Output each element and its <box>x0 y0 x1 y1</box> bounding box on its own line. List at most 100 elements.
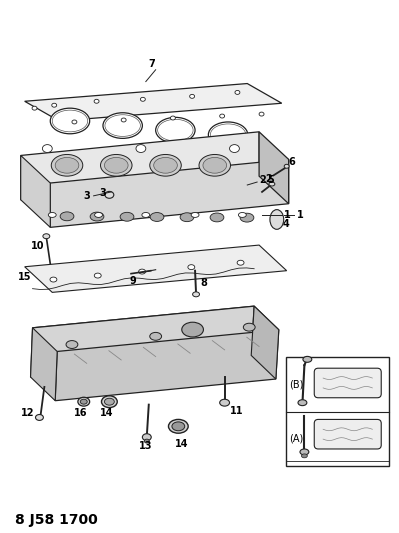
Ellipse shape <box>300 449 309 455</box>
Polygon shape <box>50 159 288 228</box>
Text: 9: 9 <box>129 276 136 286</box>
Ellipse shape <box>32 106 37 110</box>
Ellipse shape <box>42 144 52 152</box>
Ellipse shape <box>136 144 146 152</box>
Ellipse shape <box>52 103 57 107</box>
Ellipse shape <box>101 155 132 176</box>
Ellipse shape <box>94 273 101 278</box>
Ellipse shape <box>60 212 74 221</box>
Ellipse shape <box>270 209 284 229</box>
Ellipse shape <box>43 234 50 239</box>
Text: 7: 7 <box>149 59 156 69</box>
Text: 12: 12 <box>21 408 34 417</box>
Text: 2: 2 <box>259 175 266 185</box>
Ellipse shape <box>121 118 126 122</box>
Text: 4: 4 <box>283 220 290 229</box>
Text: 1: 1 <box>284 209 290 220</box>
Text: 11: 11 <box>229 406 243 416</box>
Ellipse shape <box>156 117 195 143</box>
Ellipse shape <box>142 434 151 441</box>
Text: 14: 14 <box>176 439 189 449</box>
Ellipse shape <box>243 323 255 331</box>
Text: 2: 2 <box>265 174 272 184</box>
Text: 8: 8 <box>200 278 207 287</box>
Ellipse shape <box>210 213 224 222</box>
Ellipse shape <box>105 157 128 173</box>
Ellipse shape <box>94 99 99 103</box>
Ellipse shape <box>199 155 231 176</box>
Polygon shape <box>33 306 279 351</box>
Text: 14: 14 <box>99 408 113 417</box>
Ellipse shape <box>229 144 239 152</box>
Ellipse shape <box>302 454 307 458</box>
Ellipse shape <box>55 157 79 173</box>
Bar <box>286 357 389 466</box>
Ellipse shape <box>138 269 146 274</box>
Polygon shape <box>55 330 279 401</box>
Ellipse shape <box>48 213 56 217</box>
Text: 10: 10 <box>31 241 44 251</box>
Text: (B): (B) <box>288 379 303 390</box>
Polygon shape <box>21 156 50 228</box>
Polygon shape <box>31 306 254 377</box>
Ellipse shape <box>240 213 254 222</box>
Ellipse shape <box>172 422 185 431</box>
Ellipse shape <box>180 213 194 222</box>
Text: 3: 3 <box>99 188 106 198</box>
Ellipse shape <box>168 419 188 433</box>
Ellipse shape <box>103 113 142 139</box>
Ellipse shape <box>188 265 195 270</box>
Ellipse shape <box>78 397 90 406</box>
Ellipse shape <box>259 112 264 116</box>
Text: 6: 6 <box>288 157 295 167</box>
Ellipse shape <box>239 213 246 217</box>
Ellipse shape <box>50 108 90 134</box>
Ellipse shape <box>298 400 307 406</box>
Polygon shape <box>25 84 282 121</box>
Ellipse shape <box>150 333 162 340</box>
Ellipse shape <box>303 357 312 362</box>
Ellipse shape <box>220 114 225 118</box>
Text: 1: 1 <box>296 209 303 220</box>
Text: 8 J58 1700: 8 J58 1700 <box>15 513 98 527</box>
Ellipse shape <box>269 182 275 186</box>
Text: 3: 3 <box>84 191 91 201</box>
Ellipse shape <box>95 213 103 217</box>
Ellipse shape <box>193 292 200 297</box>
Ellipse shape <box>105 398 114 405</box>
Polygon shape <box>251 306 279 379</box>
Ellipse shape <box>191 213 199 217</box>
Polygon shape <box>259 132 288 204</box>
Ellipse shape <box>150 213 164 221</box>
Polygon shape <box>21 132 259 200</box>
Ellipse shape <box>220 399 229 406</box>
Ellipse shape <box>66 341 78 349</box>
Ellipse shape <box>36 415 43 421</box>
Ellipse shape <box>90 212 104 221</box>
Ellipse shape <box>237 260 244 265</box>
Ellipse shape <box>208 122 248 148</box>
Ellipse shape <box>190 94 195 98</box>
Ellipse shape <box>284 164 289 168</box>
Ellipse shape <box>170 116 176 120</box>
Text: 5: 5 <box>267 175 274 185</box>
FancyBboxPatch shape <box>314 368 381 398</box>
Ellipse shape <box>80 399 87 404</box>
Ellipse shape <box>51 155 83 176</box>
Polygon shape <box>31 328 57 401</box>
Text: 13: 13 <box>139 441 152 451</box>
Text: 15: 15 <box>18 272 31 281</box>
Ellipse shape <box>101 396 117 408</box>
Ellipse shape <box>182 322 203 337</box>
Polygon shape <box>25 245 286 293</box>
Ellipse shape <box>144 439 149 443</box>
Ellipse shape <box>203 157 227 173</box>
Ellipse shape <box>154 157 177 173</box>
Ellipse shape <box>72 120 77 124</box>
Text: 16: 16 <box>74 408 87 417</box>
Ellipse shape <box>150 155 181 176</box>
FancyBboxPatch shape <box>314 419 381 449</box>
Ellipse shape <box>105 191 114 198</box>
Text: (A): (A) <box>288 434 303 443</box>
Ellipse shape <box>120 212 134 221</box>
